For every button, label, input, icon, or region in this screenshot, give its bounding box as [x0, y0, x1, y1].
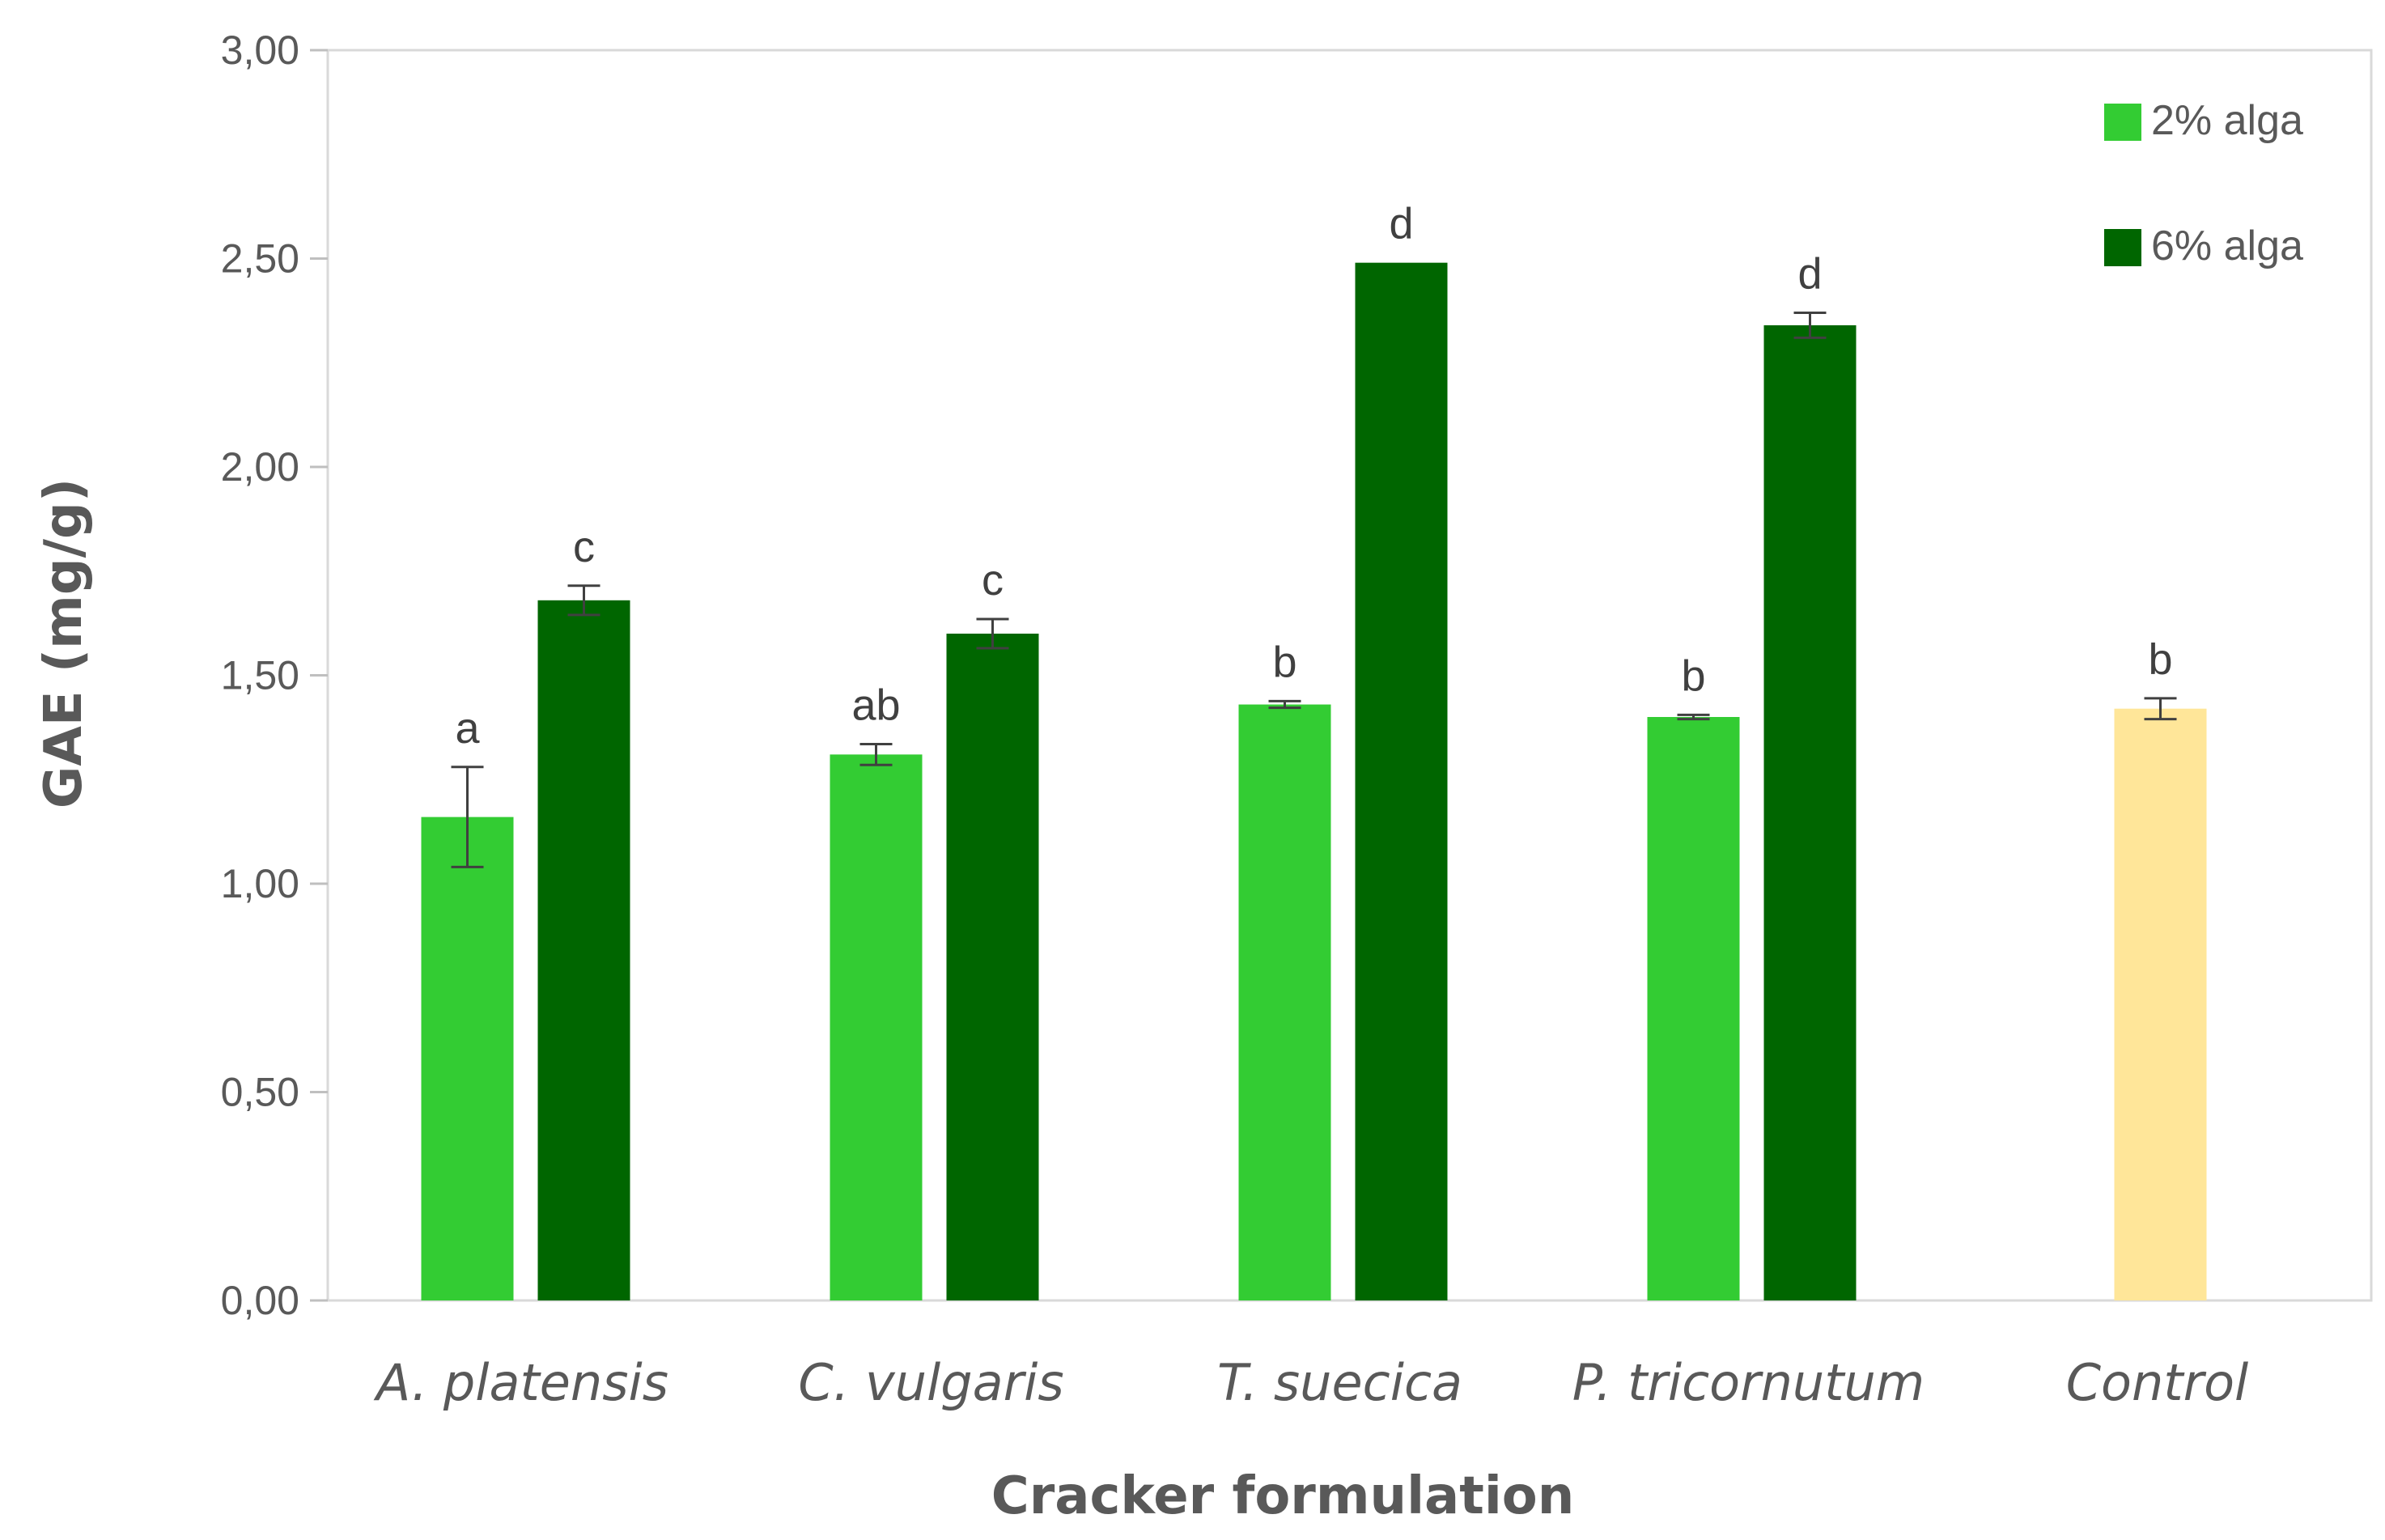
significance-letter: c	[573, 523, 595, 571]
significance-letter: d	[1389, 200, 1413, 248]
significance-letters-group: a c ab c b d b d b	[455, 200, 2172, 753]
y-tick-label: 3,00	[221, 28, 299, 73]
y-tick-label: 0,00	[221, 1278, 299, 1323]
legend-swatch	[2104, 104, 2141, 141]
bar	[1355, 262, 1448, 1300]
significance-letter: c	[982, 556, 1004, 605]
bar	[830, 754, 923, 1300]
y-tick-label: 2,00	[221, 444, 299, 490]
significance-letter: ab	[851, 681, 900, 729]
bar	[1763, 325, 1857, 1300]
y-tick-label: 1,50	[221, 653, 299, 698]
plot-area-frame	[326, 49, 2373, 1302]
legend-label: 2% alga	[2151, 97, 2303, 144]
bars-group	[421, 262, 2207, 1300]
error-bars-group	[451, 311, 2177, 868]
y-tick-label: 1,00	[221, 861, 299, 906]
significance-letter: b	[2148, 635, 2172, 684]
y-tick-label: 0,50	[221, 1070, 299, 1115]
significance-letter: a	[455, 704, 480, 753]
y-axis: 0,00 0,50 1,00 1,50 2,00 2,50 3,00	[221, 28, 328, 1323]
x-tick-label: C. vulgaris	[798, 1353, 1063, 1412]
bar	[2114, 708, 2207, 1300]
legend: 2% alga 6% alga	[2104, 97, 2303, 269]
y-axis-title: GAE (mg/g)	[34, 478, 94, 808]
x-tick-label: Control	[2066, 1353, 2248, 1412]
significance-letter: d	[1797, 249, 1822, 298]
bar	[537, 600, 630, 1300]
x-axis: A. platensis C. vulgaris T. suecica P. tric…	[373, 1353, 2248, 1412]
x-tick-label: T. suecica	[1217, 1353, 1462, 1412]
x-tick-label: A. platensis	[373, 1353, 668, 1412]
bar	[1647, 717, 1740, 1300]
bar	[1238, 704, 1331, 1300]
bar	[421, 817, 514, 1300]
bar	[946, 634, 1039, 1300]
legend-swatch	[2104, 229, 2141, 266]
y-tick-label: 2,50	[221, 236, 299, 282]
significance-letter: b	[1681, 651, 1705, 700]
x-axis-title: Cracker formulation	[991, 1466, 1575, 1526]
x-tick-label: P. tricornutum	[1572, 1353, 1925, 1412]
legend-label: 6% alga	[2151, 223, 2303, 269]
significance-letter: b	[1272, 638, 1296, 686]
